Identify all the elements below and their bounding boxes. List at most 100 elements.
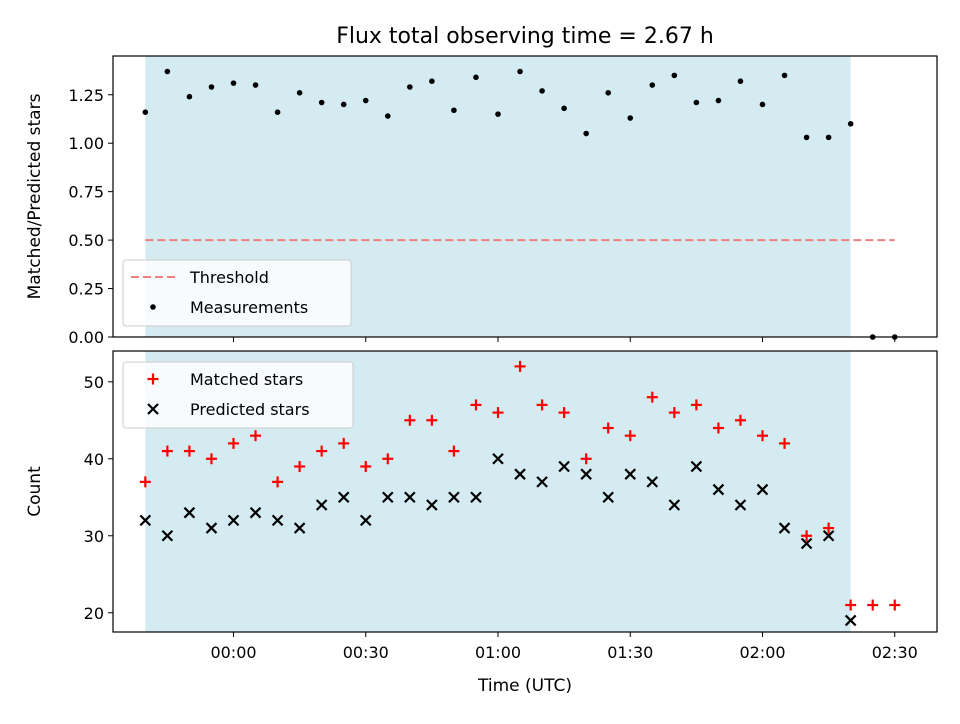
predicted-star-point-b (690, 460, 703, 473)
measurement-point (605, 90, 612, 96)
matched-star-point (845, 599, 857, 611)
measurement-point (186, 93, 193, 100)
predicted-star-point (315, 499, 328, 511)
predicted-star-point (844, 614, 857, 627)
legend-matched-swatch (147, 373, 159, 385)
matched-star-point (316, 445, 328, 457)
legend-threshold-label: Threshold (189, 268, 269, 287)
measurement-point (230, 80, 237, 86)
matched-star-point (272, 476, 284, 488)
matched-star-point (294, 460, 306, 472)
predicted-star-point-b (161, 529, 174, 542)
matched-star-point (205, 453, 217, 465)
predicted-star-point (426, 499, 438, 511)
matched-star-point (712, 422, 724, 434)
measurement-point (583, 130, 589, 137)
legend-predicted-swatch (147, 403, 159, 415)
matched-star-point (404, 414, 416, 426)
x-axis-label: Time (UTC) (477, 676, 572, 696)
matched-star-point (360, 460, 372, 472)
matched-star-point (580, 453, 592, 465)
measurement-point (318, 99, 325, 106)
matched-star-point (183, 445, 195, 457)
predicted-star-point-b (558, 460, 570, 473)
measurement-point (671, 72, 678, 79)
matched-star-point (734, 414, 746, 426)
measurement-point (539, 88, 545, 94)
matched-star-point (779, 437, 791, 449)
measurement-point (340, 101, 347, 108)
measurement-point (274, 109, 281, 115)
predicted-star-point (470, 491, 482, 504)
measurement-point (495, 111, 501, 117)
predicted-star-point (227, 514, 240, 527)
measurement-point (208, 84, 215, 90)
x-tick-label: 00:00 (210, 643, 256, 662)
predicted-star-point (382, 491, 394, 504)
x-tick-label: 02:00 (739, 643, 785, 662)
predicted-star-point-b (668, 499, 681, 511)
predicted-star-point (271, 514, 284, 527)
matched-star-point (823, 522, 835, 534)
measurement-point (627, 115, 634, 121)
predicted-star-point (822, 529, 835, 542)
measurement-point (384, 113, 391, 119)
y-tick-label: 30 (84, 527, 104, 546)
predicted-star-point (646, 476, 659, 488)
predicted-star-point-b (359, 514, 372, 527)
matched-star-point (668, 407, 680, 419)
predicted-star-point-b (227, 514, 240, 527)
matched-star-point (602, 422, 614, 434)
measurement-point (517, 68, 523, 75)
measurement-point (781, 72, 788, 79)
matched-star-point (536, 399, 548, 411)
predicted-star-point-b (139, 514, 152, 527)
predicted-star-point-b (448, 491, 460, 504)
axes-frame (112, 55, 938, 338)
y-axis-label: Matched/Predicted stars (25, 93, 45, 299)
predicted-star-point-b (712, 483, 725, 496)
predicted-star-point-b (426, 499, 438, 511)
y-tick-label: 20 (84, 604, 104, 623)
predicted-star-point-b (624, 468, 637, 480)
x-tick-label: 02:30 (872, 643, 918, 662)
measurement-point (649, 82, 656, 88)
legend-box (122, 259, 352, 327)
predicted-star-point-b (293, 522, 306, 534)
predicted-star-point (756, 483, 769, 496)
predicted-star-point (580, 468, 592, 480)
x-tick-label: 01:00 (475, 643, 521, 662)
matched-star-point (448, 445, 460, 457)
matched-star-point (426, 414, 438, 426)
matched-star-point (646, 391, 658, 403)
measurement-point (825, 134, 832, 141)
bottom-legend: Matched stars Predicted stars (122, 361, 354, 429)
matched-star-point (514, 360, 526, 372)
legend-measurements-swatch (150, 304, 156, 310)
predicted-star-point (734, 499, 747, 511)
predicted-star-point-b (205, 522, 218, 534)
predicted-star-point-b (271, 514, 284, 527)
matched-star-point (161, 445, 173, 457)
predicted-star-point-b (492, 453, 504, 465)
predicted-star-point (668, 499, 681, 511)
predicted-star-point-b (844, 614, 857, 627)
measurement-point (715, 97, 722, 104)
predicted-star-point-b (536, 476, 548, 488)
measurement-point (296, 90, 303, 96)
measurement-point (429, 78, 435, 84)
predicted-star-point-b (580, 468, 592, 480)
measurement-point (164, 68, 171, 75)
predicted-star-point-b (404, 491, 416, 504)
legend-measurements-label: Measurements (190, 298, 308, 317)
measurement-point (407, 84, 413, 90)
y-tick-label: 1.00 (68, 134, 104, 153)
matched-star-point (228, 437, 239, 449)
matched-star-point (801, 530, 813, 542)
bottom-panel: 20 30 40 50 00:00 00:30 01:00 01:30 02:00 02:30 Co… (25, 350, 938, 662)
legend-matched-label: Matched stars (190, 370, 303, 389)
top-panel: 0.00 0.25 0.50 0.75 1.00 1.25 Matched/Predicte… (25, 55, 938, 347)
measurement-point (803, 134, 810, 141)
